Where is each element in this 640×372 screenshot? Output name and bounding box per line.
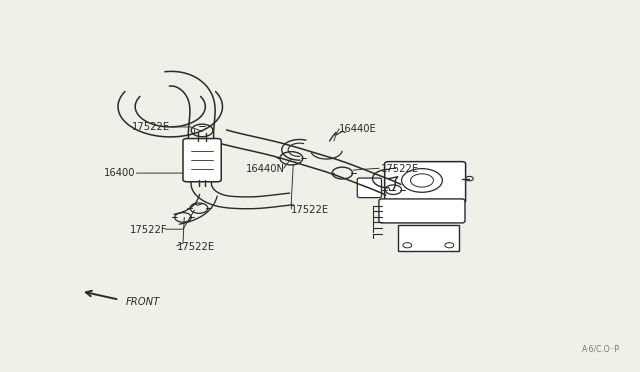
FancyBboxPatch shape bbox=[379, 199, 465, 223]
Text: 17522E: 17522E bbox=[177, 242, 215, 252]
FancyBboxPatch shape bbox=[385, 161, 466, 203]
Text: 17522E: 17522E bbox=[291, 205, 330, 215]
Text: 17522E: 17522E bbox=[132, 122, 170, 132]
Text: 16400: 16400 bbox=[104, 168, 135, 178]
FancyBboxPatch shape bbox=[183, 138, 221, 182]
Text: FRONT: FRONT bbox=[125, 297, 160, 307]
Text: 17522E: 17522E bbox=[381, 164, 419, 174]
Text: 16440N: 16440N bbox=[246, 164, 285, 174]
Text: 16440E: 16440E bbox=[339, 124, 377, 134]
FancyBboxPatch shape bbox=[357, 178, 381, 198]
Text: 17522F: 17522F bbox=[129, 225, 167, 235]
Text: A·6/C.O··P: A·6/C.O··P bbox=[582, 345, 620, 354]
FancyBboxPatch shape bbox=[397, 225, 459, 251]
